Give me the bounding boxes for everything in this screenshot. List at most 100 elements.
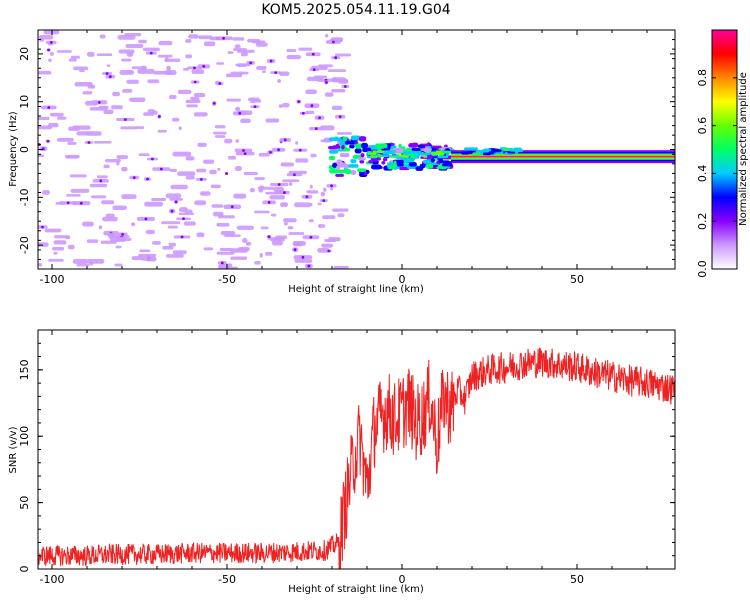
spectrogram-noise-blob (322, 215, 336, 219)
spectrogram-noise-blob (167, 225, 178, 229)
spectrogram-noise-blob (177, 89, 192, 94)
spectrogram-noise-blob (134, 126, 145, 129)
spectrogram-noise-blob (324, 239, 336, 243)
spectrogram-noise-core (327, 249, 331, 253)
spectrogram-noise-blob (131, 256, 144, 261)
spectrogram-noise-blob (323, 187, 327, 192)
spectrogram-noise-blob (198, 35, 213, 40)
spectrogram-noise-blob (279, 71, 290, 76)
spectrogram-image (38, 30, 675, 269)
spectrogram-noise-blob (137, 68, 155, 74)
spectrogram-noise-blob (57, 116, 67, 120)
spectrogram-noise-blob (227, 155, 236, 160)
spectrogram-noise-blob (131, 66, 147, 70)
spectrogram-noise-core (193, 66, 196, 70)
spectrogram-noise-core (298, 148, 302, 152)
spectrogram-noise-blob (292, 240, 306, 246)
spectrogram-transition-core (367, 152, 377, 155)
spectrogram-noise-blob (197, 142, 207, 147)
spectrogram-noise-blob (182, 67, 189, 71)
spectrogram-noise-blob (38, 70, 52, 75)
spectrogram-noise-blob (172, 151, 192, 157)
spectrogram-noise-core (307, 264, 311, 268)
spectrogram-noise-blob (306, 190, 311, 193)
spectrogram-noise-blob (67, 244, 75, 250)
spectrogram-noise-blob (38, 35, 54, 40)
spectrogram-noise-blob (309, 184, 313, 189)
spectrogram-noise-blob (151, 197, 167, 201)
spectrogram-noise-core (249, 61, 253, 65)
spectrogram-noise-blob (112, 91, 121, 97)
spectrogram-noise-core (269, 59, 273, 63)
spectrogram-noise-blob (256, 65, 267, 70)
spectrogram-noise-blob (331, 105, 343, 110)
spectrogram-transition-blob (357, 168, 367, 173)
spectrogram-noise-blob (295, 158, 309, 163)
spectrogram-transition-blob (335, 173, 344, 177)
spectrogram-noise-blob (188, 34, 199, 39)
spectrogram-noise-core (225, 172, 229, 175)
spectrogram-band-layer (451, 156, 675, 158)
spectrogram-noise-core (314, 127, 318, 131)
spectrogram-transition-blob (328, 155, 336, 161)
spectrogram-noise-blob (308, 219, 314, 223)
spectrogram-noise-blob (129, 97, 146, 102)
spectrogram-noise-blob (270, 213, 277, 217)
spectrogram-noise-blob (282, 179, 300, 183)
snr-x-tick-label: -50 (218, 573, 236, 586)
spectrogram-noise-blob (294, 259, 313, 263)
spectrogram-noise-core (105, 72, 109, 75)
spectrogram-noise-blob (53, 251, 58, 255)
spectrogram-noise-blob (272, 186, 284, 192)
spectrogram-transition-blob (329, 150, 339, 154)
spectrogram-noise-blob (209, 169, 217, 175)
spectrogram-transition-blob (345, 168, 352, 175)
spectrogram-transition-core (437, 155, 449, 159)
spectrogram-noise-core (150, 157, 154, 161)
snr-x-tick-label: 0 (399, 573, 406, 586)
spectrogram-noise-blob (337, 213, 345, 218)
spectrogram-noise-core (174, 200, 178, 204)
spectrogram-noise-blob (265, 251, 273, 256)
spectrogram-noise-blob (65, 156, 79, 159)
spectrogram-noise-blob (336, 132, 352, 135)
spectrogram-noise-blob (203, 41, 216, 47)
spectrogram-noise-blob (318, 64, 333, 68)
spectrogram-noise-blob (230, 248, 248, 253)
spectrogram-noise-blob (165, 193, 182, 199)
spectrogram-noise-blob (240, 52, 248, 57)
spectrogram-noise-blob (53, 240, 67, 245)
spectrogram-transition-blob (430, 157, 435, 163)
spectrogram-noise-blob (126, 79, 139, 84)
spectrogram-noise-core (220, 261, 224, 265)
spectrogram-noise-blob (305, 110, 315, 115)
spectrogram-transition-core (442, 151, 452, 154)
spectrogram-noise-blob (240, 118, 251, 123)
spectrogram-y-tick-label: 0 (18, 146, 31, 153)
spectrogram-noise-core (301, 255, 305, 259)
spectrogram-transition-core (376, 154, 383, 157)
spectrogram-transition-core (376, 150, 384, 153)
spectrogram-transition-blob (336, 165, 341, 170)
spectrogram-transition-blob (368, 160, 373, 164)
spectrogram-noise-blob (38, 242, 49, 247)
spectrogram-noise-blob (177, 171, 196, 176)
spectrogram-noise-core (243, 152, 247, 156)
spectrogram-noise-blob (226, 98, 241, 102)
spectrogram-transition-core (409, 155, 416, 159)
spectrogram-transition-blob (337, 169, 348, 174)
spectrogram-noise-blob (98, 225, 103, 230)
colorbar-tick-label: 0.2 (696, 212, 709, 230)
spectrogram-noise-blob (196, 168, 207, 173)
spectrogram-noise-blob (99, 34, 106, 39)
spectrogram-transition-blob (362, 147, 372, 153)
spectrogram-noise-core (218, 82, 222, 85)
spectrogram-noise-blob (216, 251, 235, 255)
spectrogram-noise-blob (214, 125, 226, 129)
spectrogram-noise-core (331, 40, 335, 44)
snr-x-tick-label: -100 (40, 573, 65, 586)
spectrogram-transition-blob (442, 163, 453, 167)
spectrogram-noise-blob (212, 211, 224, 217)
spectrogram-noise-blob (288, 182, 293, 186)
spectrogram-noise-blob (168, 94, 177, 100)
